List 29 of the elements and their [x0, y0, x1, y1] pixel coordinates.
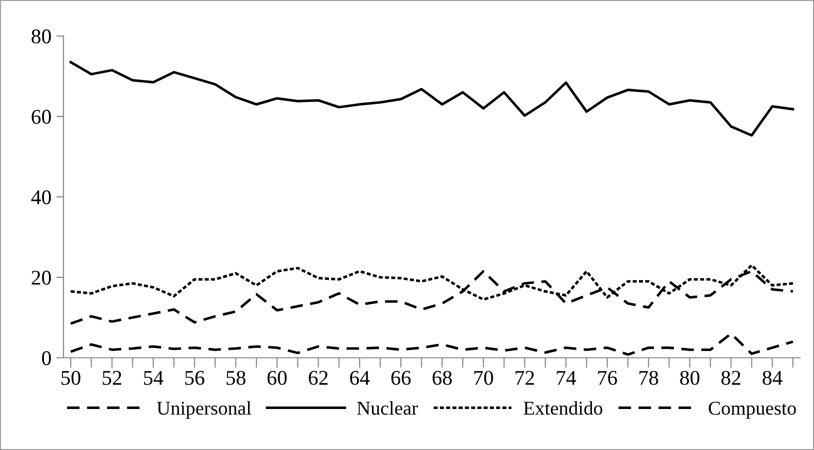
x-tick-label: 70 — [474, 370, 494, 385]
y-tick-label: 20 — [32, 270, 51, 285]
x-tick-label: 52 — [102, 370, 122, 385]
x-tick-label: 84 — [762, 370, 782, 385]
x-tick-label: 62 — [308, 370, 328, 385]
legend-label: Extendido — [524, 401, 602, 415]
x-tick-label: 54 — [144, 370, 164, 385]
y-tick-label: 40 — [31, 190, 51, 204]
x-tick-label: 74 — [556, 370, 576, 385]
x-tick-label: 80 — [680, 370, 700, 385]
x-tick-label: 76 — [598, 370, 618, 385]
x-tick-label: 66 — [391, 370, 411, 385]
x-tick-label: 58 — [226, 370, 246, 385]
x-tick-label: 78 — [639, 370, 658, 385]
x-tick-label: 68 — [432, 370, 452, 385]
x-tick-label: 60 — [268, 370, 287, 385]
y-tick-label: 0 — [42, 351, 51, 366]
x-tick-label: 64 — [350, 370, 370, 385]
x-tick-label: 56 — [185, 370, 204, 385]
line-series — [69, 60, 794, 137]
x-tick-label: 82 — [721, 370, 740, 385]
legend-label: Unipersonal — [156, 401, 252, 419]
y-tick-label: 60 — [32, 110, 51, 124]
x-tick-label: 50 — [62, 370, 80, 385]
x-tick-label: 72 — [516, 370, 534, 385]
line-series — [69, 332, 794, 356]
y-tick-label: 80 — [32, 29, 51, 44]
legend-label: Nuclear — [357, 401, 418, 415]
legend-label: Compuesto — [708, 402, 796, 419]
